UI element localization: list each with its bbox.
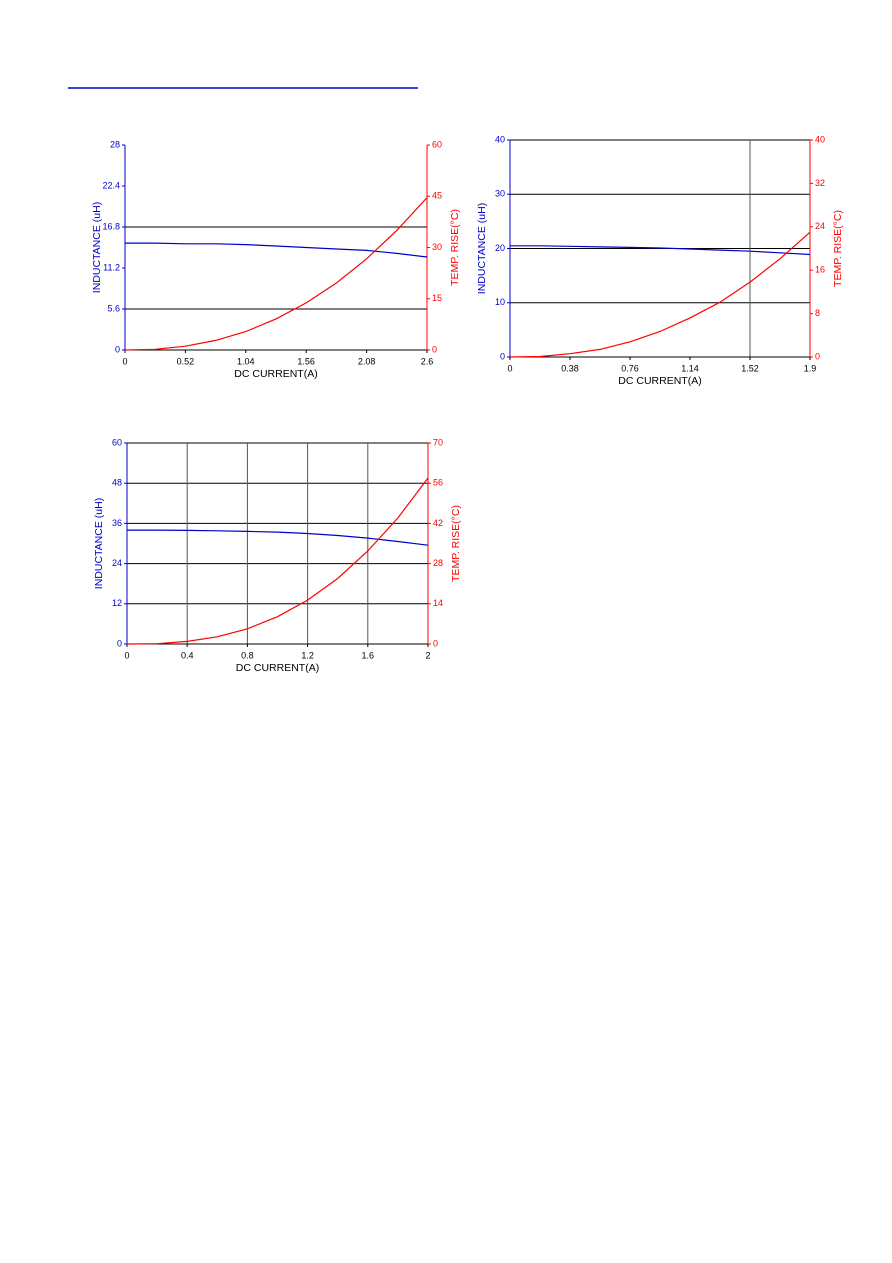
x-tick-label: 1.04 <box>237 356 255 366</box>
x-tick-label: 1.6 <box>362 650 375 660</box>
y-tick-label: 24 <box>112 558 122 568</box>
y-tick-label: 30 <box>495 189 505 199</box>
y2-tick-label: 15 <box>432 293 442 303</box>
y2-tick-label: 0 <box>433 638 438 648</box>
y-tick-label: 0 <box>115 344 120 354</box>
y2-tick-label: 45 <box>432 191 442 201</box>
y-tick-label: 0 <box>117 638 122 648</box>
y-tick-label: 16.8 <box>102 221 120 231</box>
y2-axis-label: TEMP. RISE(°C) <box>450 505 462 582</box>
y-tick-label: 10 <box>495 297 505 307</box>
x-tick-label: 0.52 <box>177 356 195 366</box>
y2-tick-label: 0 <box>432 344 437 354</box>
x-tick-label: 2 <box>425 650 430 660</box>
y-tick-label: 28 <box>110 139 120 149</box>
x-tick-label: 0.76 <box>621 363 639 373</box>
series-line <box>509 231 811 358</box>
y-axis-label: INDUCTANCE (uH) <box>93 498 105 589</box>
x-tick-label: 0 <box>507 363 512 373</box>
y-axis-label: INDUCTANCE (uH) <box>476 203 488 294</box>
series-line <box>124 197 428 351</box>
y2-tick-label: 16 <box>815 265 825 275</box>
x-tick-label: 0.38 <box>561 363 579 373</box>
y2-tick-label: 24 <box>815 221 825 231</box>
y-tick-label: 40 <box>495 134 505 144</box>
y-tick-label: 48 <box>112 478 122 488</box>
x-tick-label: 0 <box>122 356 127 366</box>
y2-tick-label: 56 <box>433 478 443 488</box>
y-tick-label: 60 <box>112 437 122 447</box>
y2-axis-label: TEMP. RISE(°C) <box>832 210 844 287</box>
series-line <box>126 477 429 645</box>
y2-tick-label: 14 <box>433 598 443 608</box>
series-line <box>125 242 428 258</box>
y2-tick-label: 28 <box>433 558 443 568</box>
y2-tick-label: 60 <box>432 139 442 149</box>
y2-tick-label: 40 <box>815 134 825 144</box>
x-tick-label: 0.8 <box>241 650 254 660</box>
y2-tick-label: 70 <box>433 437 443 447</box>
y2-tick-label: 30 <box>432 242 442 252</box>
x-axis-label: DC CURRENT(A) <box>618 375 701 387</box>
x-tick-label: 1.56 <box>297 356 315 366</box>
y-tick-label: 11.2 <box>103 262 120 272</box>
x-axis-label: DC CURRENT(A) <box>234 368 317 380</box>
series-line <box>510 245 811 256</box>
y2-tick-label: 32 <box>815 178 825 188</box>
y-tick-label: 5.6 <box>107 303 120 313</box>
x-tick-label: 2.08 <box>358 356 376 366</box>
y2-tick-label: 42 <box>433 518 443 528</box>
y2-axis-label: TEMP. RISE(°C) <box>449 209 461 286</box>
x-tick-label: 1.14 <box>681 363 699 373</box>
y2-tick-label: 0 <box>815 351 820 361</box>
y-tick-label: 0 <box>500 351 505 361</box>
y-tick-label: 22.4 <box>102 180 120 190</box>
x-tick-label: 1.2 <box>301 650 314 660</box>
y-tick-label: 12 <box>112 598 122 608</box>
x-tick-label: 1.9 <box>804 363 817 373</box>
y-tick-label: 20 <box>495 243 505 253</box>
y2-tick-label: 8 <box>815 308 820 318</box>
x-axis-label: DC CURRENT(A) <box>236 662 319 674</box>
y-axis-label: INDUCTANCE (uH) <box>91 202 103 293</box>
series-line <box>127 529 429 546</box>
x-tick-label: 2.6 <box>421 356 434 366</box>
x-tick-label: 0.4 <box>181 650 194 660</box>
y-tick-label: 36 <box>112 518 122 528</box>
x-tick-label: 1.52 <box>741 363 759 373</box>
x-tick-label: 0 <box>124 650 129 660</box>
